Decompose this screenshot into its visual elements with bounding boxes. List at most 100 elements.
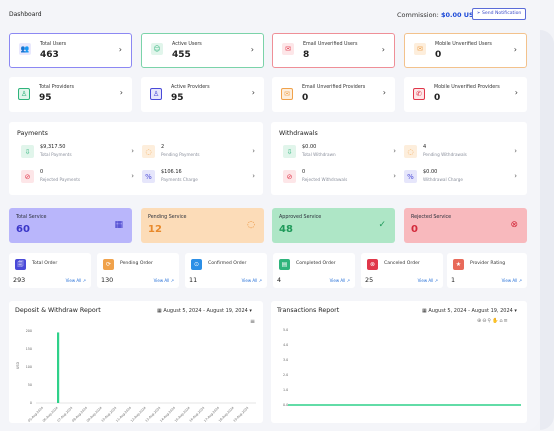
order-label: Provider Rating [470, 261, 506, 266]
chevron-right-icon[interactable]: › [251, 88, 255, 97]
order-label: Completed Order [296, 261, 336, 266]
percent-icon: % [404, 170, 417, 183]
kpi-card-3[interactable]: ✉ Email Unverified Users 8 › [272, 33, 395, 68]
deposit-withdraw-report: Deposit & Withdraw Report ▦ August 5, 20… [9, 301, 263, 423]
transactions-date-range[interactable]: ▦ August 5, 2024 - August 19, 2024 ▾ [422, 308, 517, 314]
chevron-right-icon[interactable]: › [382, 88, 386, 97]
y-tick-label: 200 [26, 329, 32, 333]
deposit-report-title: Deposit & Withdraw Report [15, 307, 101, 314]
order-card-2: ⟳ Pending Order 130 View All ↗ [97, 253, 179, 288]
mail-icon: ✉ [282, 43, 294, 55]
chevron-right-icon[interactable]: › [393, 147, 396, 155]
service-value: 48 [279, 224, 293, 235]
kpi-value: 95 [39, 93, 52, 103]
kpi-card-1[interactable]: 👥 Total Users 463 › [9, 33, 132, 68]
user-check-icon: ☺ [151, 43, 163, 55]
pan-icon[interactable]: ✋ [492, 318, 500, 324]
kpi-label: Total Providers [39, 85, 74, 90]
view-all-link[interactable]: View All ↗ [417, 278, 438, 283]
y-tick-label: 150 [26, 347, 32, 351]
send-notification-label: Send Notification [481, 11, 522, 16]
item-label: Rejected Withdrawals [302, 177, 348, 182]
withdrawals-item[interactable]: ⊘ 0 Rejected Withdrawals › [283, 166, 396, 188]
transactions-date-text: August 5, 2024 - August 19, 2024 [428, 308, 513, 314]
service-value: 0 [411, 224, 418, 235]
kpi-card-2[interactable]: ☺ Active Users 455 › [141, 33, 264, 68]
item-value: $106.16 [161, 169, 182, 175]
chevron-right-icon[interactable]: › [514, 172, 517, 180]
chevron-right-icon[interactable]: › [250, 45, 254, 54]
withdrawals-item[interactable]: ◌ 4 Pending Withdrawals › [404, 141, 517, 163]
chevron-right-icon[interactable]: › [513, 45, 517, 54]
service-card-1[interactable]: Total Service 60 ▦ [9, 208, 132, 243]
service-card-4[interactable]: Rejected Service 0 ⊗ [404, 208, 527, 243]
service-card-2[interactable]: Pending Service 12 ◌ [141, 208, 264, 243]
chart-toolbar[interactable]: ⊕⊖⚲✋⌂≡ [477, 318, 509, 324]
order-label: Canceled Order [384, 261, 420, 266]
kpi-value: 455 [172, 50, 191, 60]
provider-card-4[interactable]: ✆ Mobile Unverified Providers 0 › [404, 77, 527, 112]
frame-shadow [540, 30, 554, 430]
send-notification-button[interactable]: ➣ Send Notification [472, 8, 526, 20]
payments-item[interactable]: ⊘ 0 Rejected Payments › [21, 166, 134, 188]
withdrawals-item[interactable]: ⇩ $0.00 Total Withdrawn › [283, 141, 396, 163]
commission-label: Commission: [397, 11, 439, 19]
payments-item[interactable]: ⇩ $9,317.50 Total Payments › [21, 141, 134, 163]
chevron-right-icon[interactable]: › [252, 172, 255, 180]
chevron-right-icon[interactable]: › [514, 88, 518, 97]
kpi-label: Mobile Unverified Users [435, 42, 492, 47]
mail-icon: ✉ [414, 43, 426, 55]
page-title: Dashboard [9, 11, 42, 18]
view-all-link[interactable]: View All ↗ [65, 278, 86, 283]
chevron-right-icon[interactable]: › [118, 45, 122, 54]
y-tick-label: 2.0 [283, 373, 288, 377]
chevron-right-icon[interactable]: › [252, 147, 255, 155]
chevron-right-icon[interactable]: › [131, 147, 134, 155]
view-all-link[interactable]: View All ↗ [241, 278, 262, 283]
kpi-value: 0 [435, 50, 442, 60]
zoom-out-icon[interactable]: ⊖ [482, 318, 488, 324]
chart-menu-icon[interactable]: ≡ [250, 318, 256, 325]
provider-card-2[interactable]: ♙ Active Providers 95 › [141, 77, 264, 112]
item-label: Withdrawal Charge [423, 177, 463, 182]
order-value: 1 [451, 276, 456, 284]
home-icon[interactable]: ⌂ [499, 318, 504, 324]
chevron-right-icon[interactable]: › [381, 45, 385, 54]
order-value: 25 [365, 276, 374, 284]
kpi-label: Email Unverified Users [303, 42, 358, 47]
view-all-link[interactable]: View All ↗ [501, 278, 522, 283]
completed-icon: ▤ [279, 259, 290, 270]
transactions-report: Transactions Report ▦ August 5, 2024 - A… [271, 301, 527, 423]
payments-item[interactable]: ◌ 2 Pending Payments › [142, 141, 255, 163]
kpi-value: 0 [302, 93, 309, 103]
chart-menu-icon[interactable]: ≡ [503, 318, 509, 324]
view-all-link[interactable]: View All ↗ [329, 278, 350, 283]
view-all-link[interactable]: View All ↗ [153, 278, 174, 283]
service-card-3[interactable]: Approved Service 48 ✓ [272, 208, 395, 243]
kpi-label: Active Providers [171, 85, 210, 90]
order-label: Confirmed Order [208, 261, 247, 266]
deposit-date-range[interactable]: ▦ August 5, 2024 - August 19, 2024 ▾ [157, 308, 252, 314]
grid-icon: ▦ [114, 220, 123, 230]
chevron-right-icon[interactable]: › [514, 147, 517, 155]
item-value: $0.00 [302, 144, 317, 150]
spinner-icon: ◌ [404, 145, 417, 158]
zoom-in-icon[interactable]: ⊕ [477, 318, 483, 324]
chevron-right-icon[interactable]: › [119, 88, 123, 97]
chevron-down-icon: ▾ [247, 308, 252, 314]
calendar-icon: ▦ [422, 308, 429, 314]
chevron-right-icon[interactable]: › [393, 172, 396, 180]
kpi-card-4[interactable]: ✉ Mobile Unverified Users 0 › [404, 33, 527, 68]
item-label: Total Withdrawn [302, 152, 336, 157]
search-icon[interactable]: ⚲ [487, 318, 493, 324]
order-card-6: ★ Provider Rating 1 View All ↗ [447, 253, 527, 288]
payments-item[interactable]: % $106.16 Payments Charge › [142, 166, 255, 188]
provider-card-3[interactable]: ✉ Email Unverified Providers 0 › [272, 77, 395, 112]
order-card-3: ⊙ Confirmed Order 11 View All ↗ [185, 253, 267, 288]
order-card-5: ⊗ Canceled Order 25 View All ↗ [361, 253, 443, 288]
provider-card-1[interactable]: ♙ Total Providers 95 › [9, 77, 132, 112]
y-tick-label: 3.0 [283, 358, 288, 362]
chevron-right-icon[interactable]: › [131, 172, 134, 180]
withdrawals-item[interactable]: % $0.00 Withdrawal Charge › [404, 166, 517, 188]
percent-icon: % [142, 170, 155, 183]
